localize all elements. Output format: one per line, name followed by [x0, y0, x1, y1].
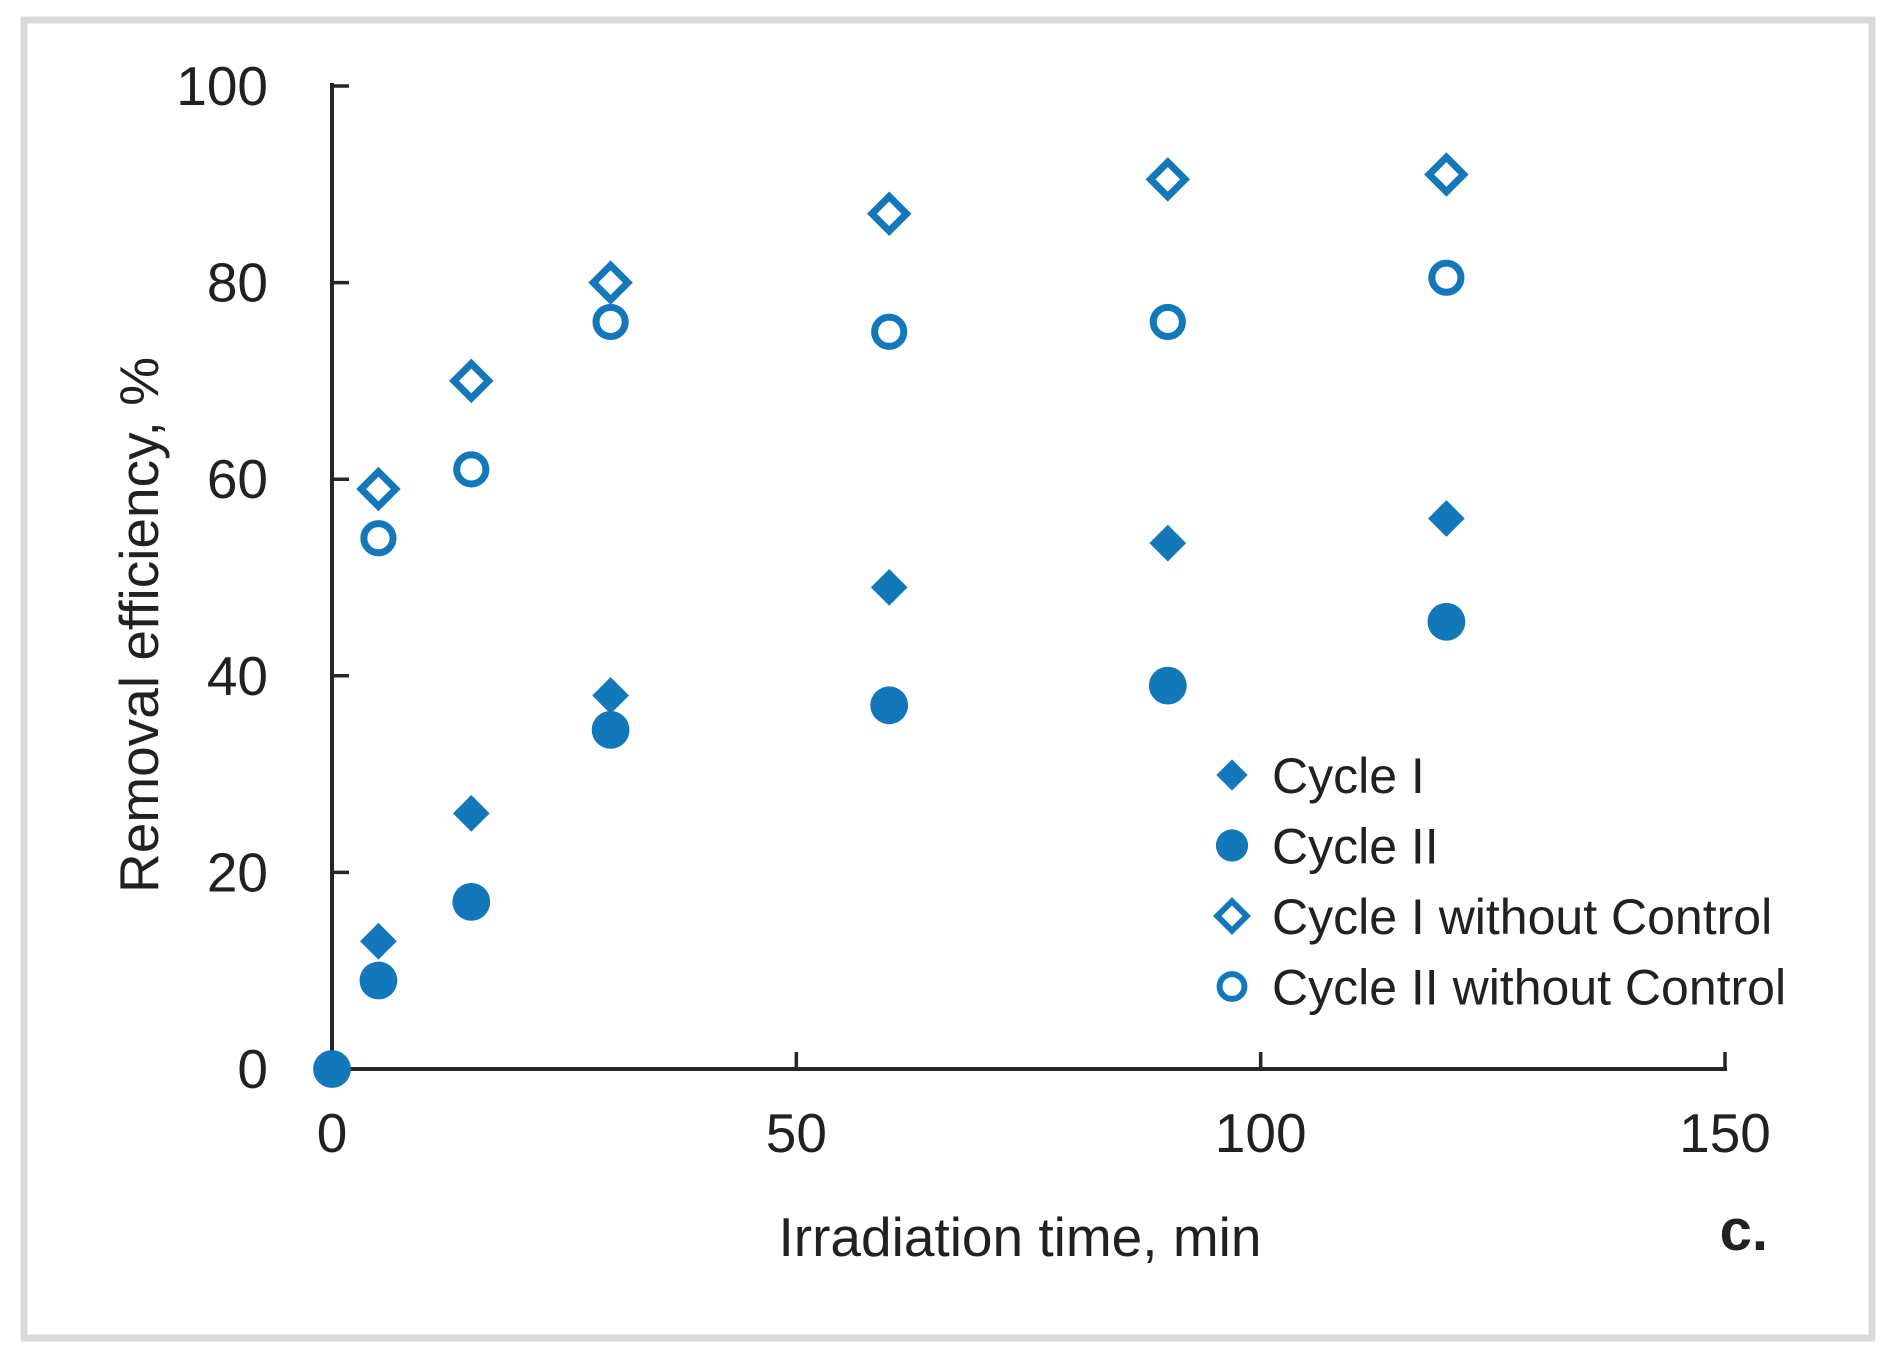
- data-point-marker: [1424, 152, 1469, 197]
- legend-marker-circle-filled: [1215, 829, 1249, 862]
- data-point-marker: [452, 795, 490, 832]
- data-point-marker: [870, 686, 909, 725]
- data-point-marker: [1149, 303, 1186, 341]
- data-point-marker: [313, 1050, 351, 1088]
- x-tick-label: 0: [317, 1102, 348, 1164]
- panel-label: c.: [1720, 1198, 1768, 1263]
- data-point-marker: [1149, 524, 1187, 562]
- data-point-marker: [870, 568, 908, 606]
- data-point-marker: [360, 520, 397, 557]
- data-point-marker: [871, 313, 908, 350]
- x-tick-label: 100: [1215, 1102, 1307, 1164]
- data-point-marker: [1145, 157, 1191, 202]
- data-point-marker: [866, 191, 912, 237]
- legend-marker-circle-open: [1216, 971, 1248, 1002]
- x-tick-label: 150: [1679, 1102, 1771, 1164]
- legend-marker-diamond-open: [1213, 897, 1251, 935]
- data-point-marker: [360, 922, 397, 960]
- data-point-marker: [359, 961, 398, 1000]
- y-tick-label: 80: [207, 252, 268, 314]
- data-point-marker: [592, 677, 629, 714]
- data-point-marker: [1428, 500, 1465, 537]
- data-point-marker: [449, 358, 494, 404]
- data-point-marker: [1148, 666, 1187, 705]
- legend-label: Cycle II: [1272, 819, 1439, 875]
- data-point-marker: [452, 882, 491, 921]
- x-axis-title: Irradiation time, min: [779, 1206, 1262, 1268]
- y-tick-label: 60: [207, 448, 268, 510]
- data-point-marker: [356, 466, 401, 512]
- data-point-marker: [453, 451, 490, 488]
- y-tick-label: 100: [176, 55, 268, 117]
- data-point-marker: [588, 260, 633, 305]
- chart-legend: Cycle I Cycle II Cycle I without Control Cy…: [1213, 748, 1786, 1016]
- data-points: [313, 152, 1469, 1088]
- legend-label: Cycle I without Control: [1272, 889, 1772, 945]
- data-point-marker: [1427, 602, 1466, 641]
- data-point-marker: [592, 303, 629, 341]
- legend-marker-diamond-filled: [1216, 759, 1248, 791]
- data-point-marker: [591, 710, 630, 749]
- y-tick-label: 40: [207, 645, 268, 707]
- y-tick-label: 0: [237, 1038, 268, 1100]
- legend-label: Cycle II without Control: [1272, 960, 1786, 1016]
- axis-tick-labels: 0 50 100 150 0 20 40 60 80 100: [176, 55, 1771, 1164]
- y-tick-label: 20: [207, 841, 268, 903]
- x-tick-label: 50: [766, 1102, 827, 1164]
- legend-label: Cycle I: [1272, 748, 1425, 804]
- figure-border: [20, 16, 1876, 1342]
- y-axis-title: Removal efficiency, %: [108, 357, 170, 893]
- data-point-marker: [1428, 259, 1465, 296]
